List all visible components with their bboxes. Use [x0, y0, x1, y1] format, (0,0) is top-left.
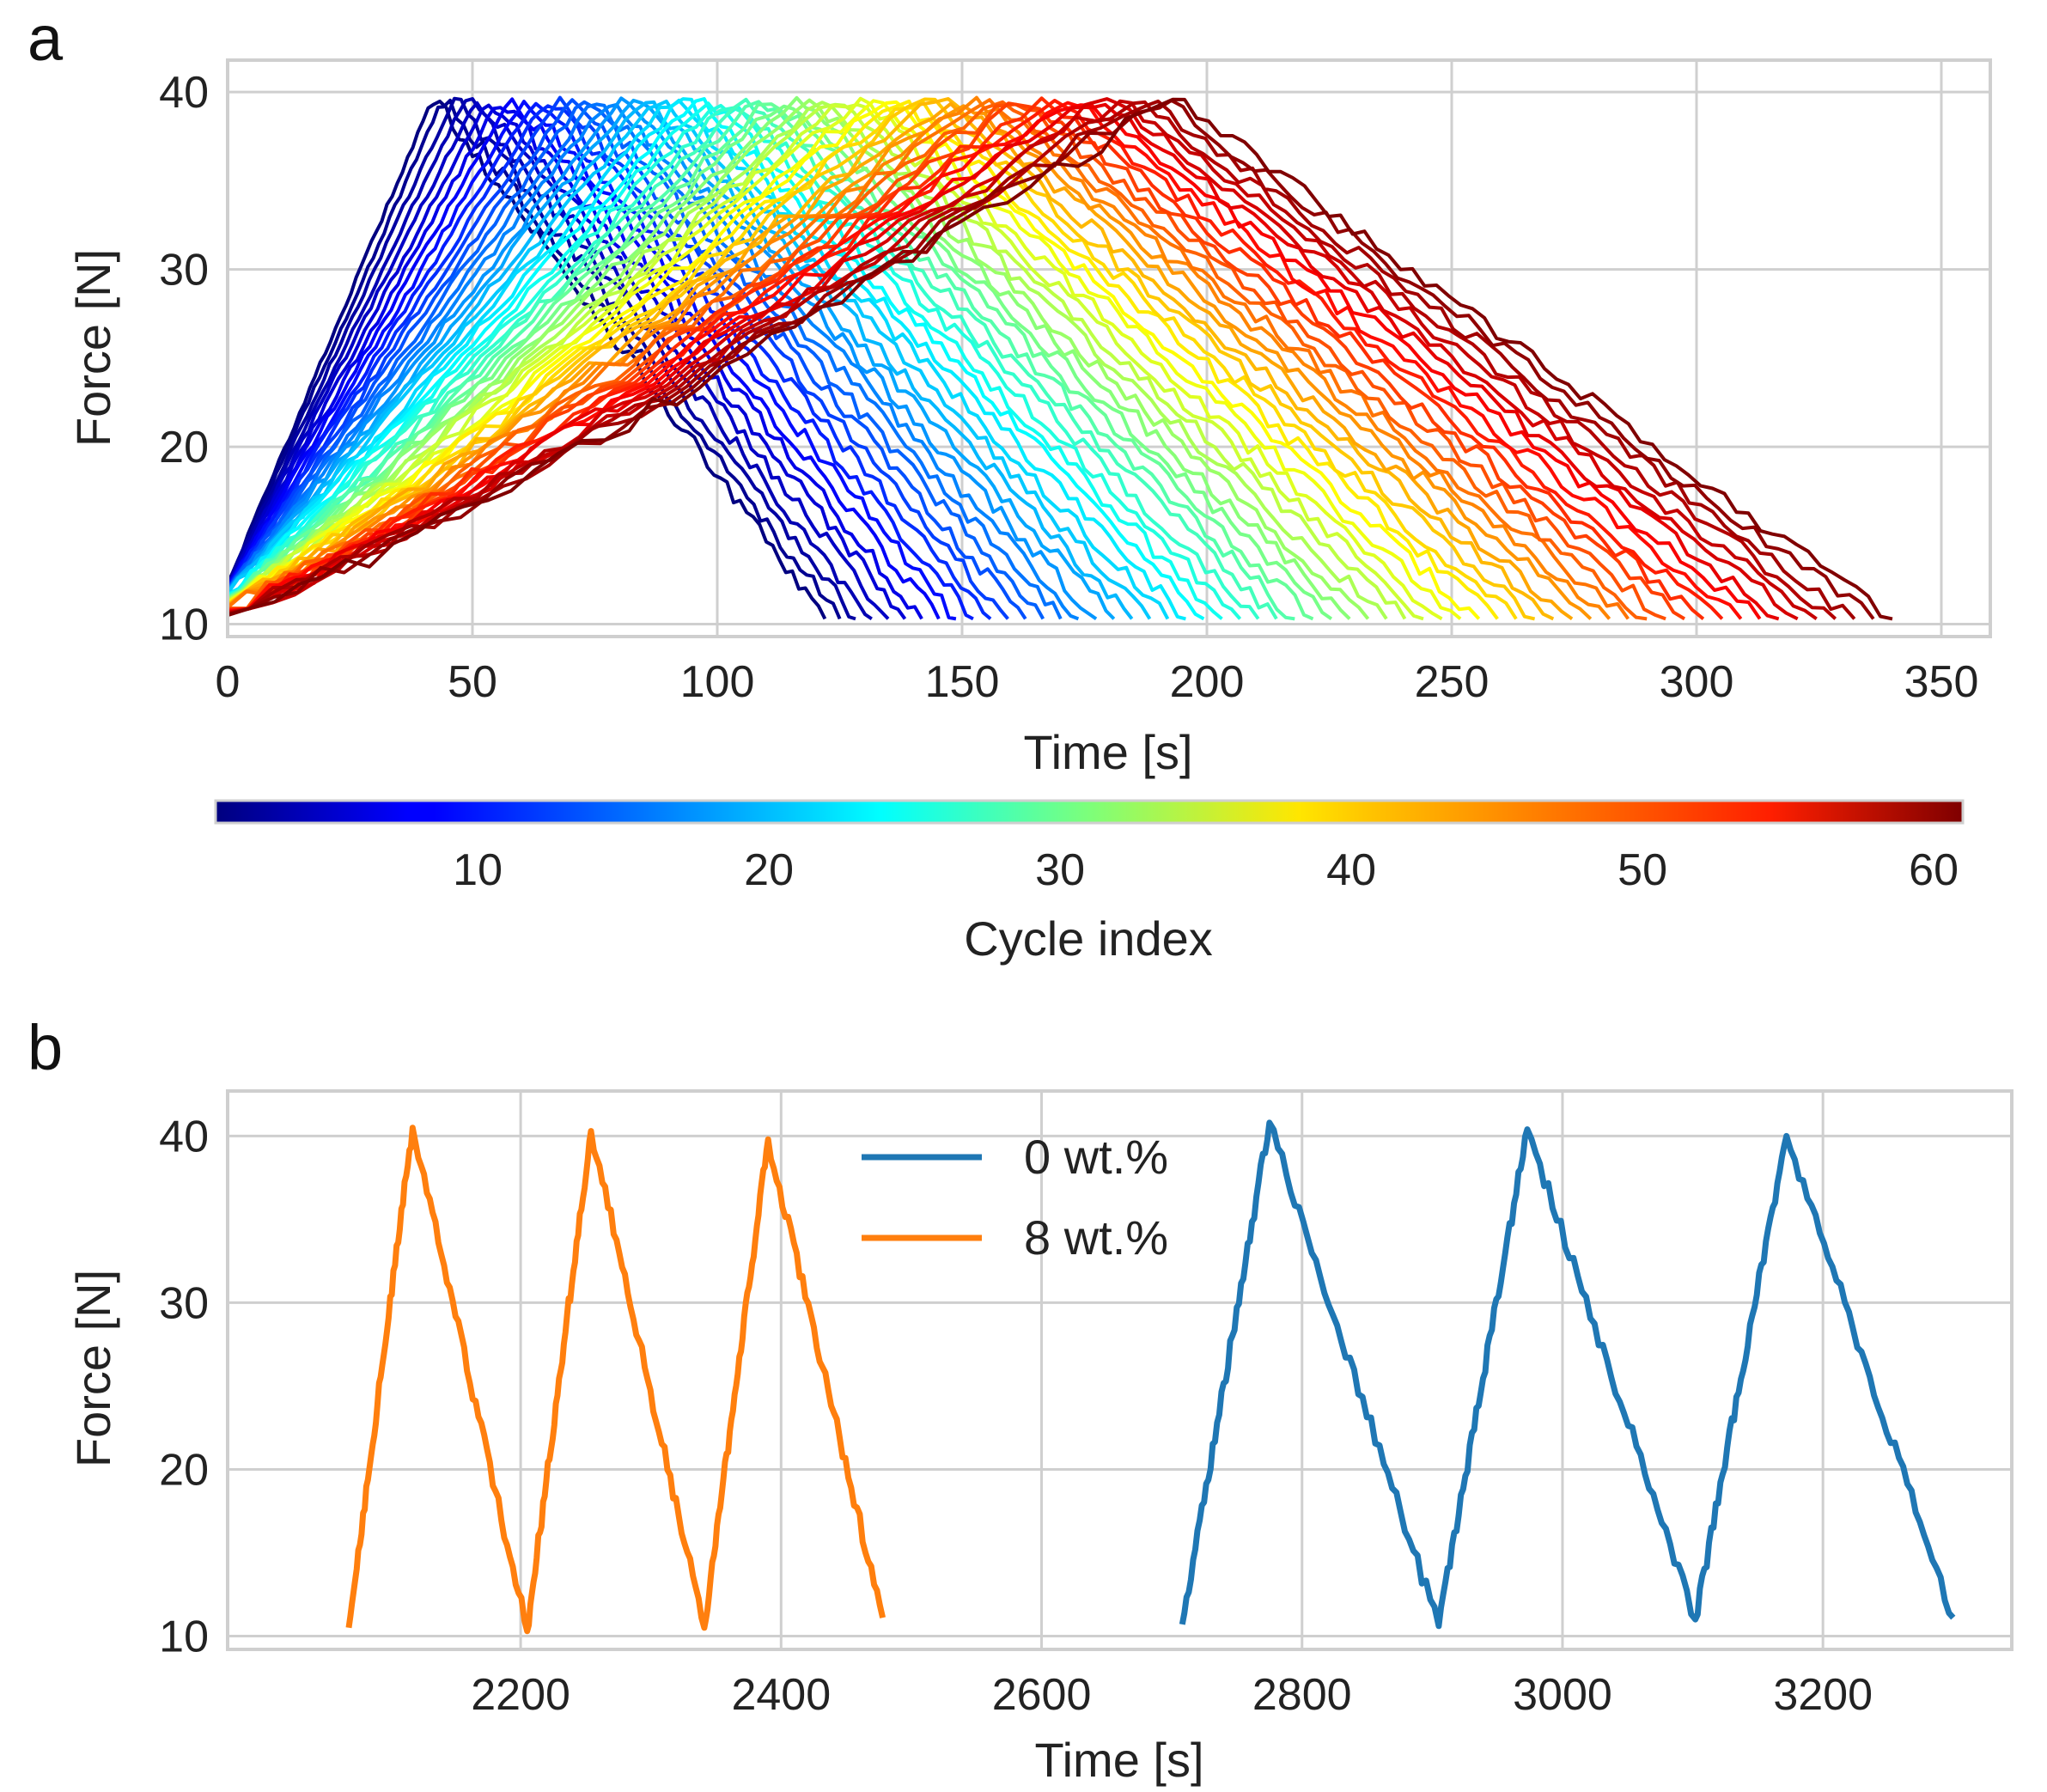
cycle-line-55	[227, 97, 1799, 621]
series-line-0wt	[1179, 1119, 1956, 1630]
series-line-8wt	[345, 1125, 886, 1635]
cycle-line-22	[227, 97, 1186, 621]
colorbar-tick-label: 50	[1617, 845, 1667, 895]
cycle-line-48	[227, 102, 1666, 621]
panel-a-x-tick-label: 300	[1660, 657, 1734, 707]
panel-b-y-tick-label: 40	[159, 1112, 209, 1161]
panel-a-y-axis-label: Force [N]	[66, 249, 120, 447]
colorbar-ticks: 10 20 30 40 50 60	[453, 845, 1959, 895]
panel-a-x-tick-label: 0	[216, 657, 241, 707]
panel-a-x-tick-label: 200	[1170, 657, 1245, 707]
panel-a-x-tick-label: 50	[448, 657, 497, 707]
panel-b-x-tick-label: 3000	[1513, 1670, 1612, 1720]
panel-a-y-tick-label: 10	[159, 600, 209, 650]
panel-a-x-axis-label: Time [s]	[1023, 725, 1192, 779]
cycle-line-11	[226, 104, 992, 620]
cycle-line-47	[227, 100, 1648, 621]
panel-b-x-tick-label: 3200	[1773, 1670, 1873, 1720]
cycle-line-41	[226, 97, 1536, 621]
legend-label-8wt: 8 wt.%	[1024, 1210, 1168, 1265]
panel-a-cycle-lines	[226, 95, 1893, 621]
cycle-line-31	[226, 95, 1351, 620]
panel-a-x-tick-label: 250	[1415, 657, 1490, 707]
panel-a-label: a	[27, 3, 64, 74]
panel-b-legend: 0 wt.% 8 wt.%	[862, 1130, 1168, 1265]
cycle-line-16	[226, 102, 1080, 621]
cycle-line-12	[226, 95, 1009, 620]
cycle-line-43	[226, 101, 1574, 621]
panel-b-x-tick-label: 2600	[992, 1670, 1092, 1720]
panel-b-x-tick-label: 2800	[1252, 1670, 1352, 1720]
cycle-line-19	[226, 100, 1134, 620]
panel-a-frame	[226, 58, 1992, 638]
panel-a-x-tick-label: 100	[680, 657, 755, 707]
panel-b-y-tick-label: 30	[159, 1278, 209, 1328]
cycle-line-36	[226, 96, 1443, 621]
cycle-line-24	[227, 101, 1223, 620]
cycle-line-58	[227, 99, 1856, 620]
cycle-line-42	[226, 97, 1555, 621]
panel-a-x-ticks: 0 50 100 150 200 250 300 350	[216, 657, 1979, 707]
colorbar-tick-label: 30	[1035, 845, 1085, 895]
panel-b-y-tick-label: 20	[159, 1445, 209, 1495]
panel-b-series-lines	[345, 1119, 1956, 1635]
cycle-line-33	[226, 101, 1388, 620]
cycle-line-14	[226, 100, 1045, 620]
cycle-line-60	[227, 97, 1893, 621]
panel-b-x-ticks: 2200 2400 2600 2800 3000 3200	[471, 1670, 1873, 1720]
cycle-line-17	[226, 96, 1098, 621]
cycle-line-13	[226, 98, 1027, 620]
panel-a-x-tick-label: 350	[1904, 657, 1979, 707]
colorbar: 10 20 30 40 50 60 Cycle index	[214, 799, 1965, 966]
colorbar-tick-label: 10	[453, 845, 503, 895]
cycle-line-23	[227, 97, 1205, 621]
cycle-line-44	[226, 104, 1593, 620]
cycle-line-1	[226, 99, 827, 620]
cycle-line-50	[227, 96, 1705, 620]
panel-b-label: b	[27, 1012, 63, 1083]
cycle-line-49	[227, 101, 1686, 621]
panel-a-y-tick-label: 40	[159, 68, 209, 118]
panel-b-y-ticks: 10 20 30 40	[159, 1112, 209, 1661]
cycle-line-56	[227, 99, 1818, 621]
panel-a-y-ticks: 10 20 30 40	[159, 68, 209, 649]
panel-a-y-tick-label: 20	[159, 423, 209, 472]
colorbar-tick-label: 40	[1326, 845, 1376, 895]
colorbar-gradient	[214, 799, 1965, 825]
panel-a: a 0 50 100 150 200 250 300 350 10 20 30 40 Time [s…	[27, 3, 1992, 779]
panel-b-frame	[226, 1089, 2013, 1651]
cycle-line-25	[227, 103, 1242, 620]
cycle-line-8	[226, 97, 941, 620]
panel-b-y-axis-label: Force [N]	[66, 1270, 120, 1467]
cycle-line-53	[227, 103, 1762, 620]
colorbar-tick-label: 60	[1909, 845, 1959, 895]
panel-a-x-tick-label: 150	[925, 657, 1000, 707]
colorbar-tick-label: 20	[744, 845, 794, 895]
cycle-line-30	[227, 104, 1333, 621]
panel-b-x-axis-label: Time [s]	[1034, 1733, 1203, 1787]
panel-b-y-tick-label: 10	[159, 1612, 209, 1661]
panel-a-y-tick-label: 30	[159, 246, 209, 296]
panel-b-x-tick-label: 2200	[471, 1670, 570, 1720]
cycle-line-59	[227, 98, 1875, 620]
colorbar-label: Cycle index	[964, 911, 1212, 966]
cycle-line-7	[226, 106, 923, 620]
legend-label-0wt: 0 wt.%	[1024, 1130, 1168, 1184]
panel-b: b 2200 2400 2600 2800 3000 3200 10 20 30 40 Time…	[27, 1012, 2013, 1787]
panel-b-x-tick-label: 2400	[731, 1670, 831, 1720]
cycle-line-57	[227, 100, 1837, 620]
